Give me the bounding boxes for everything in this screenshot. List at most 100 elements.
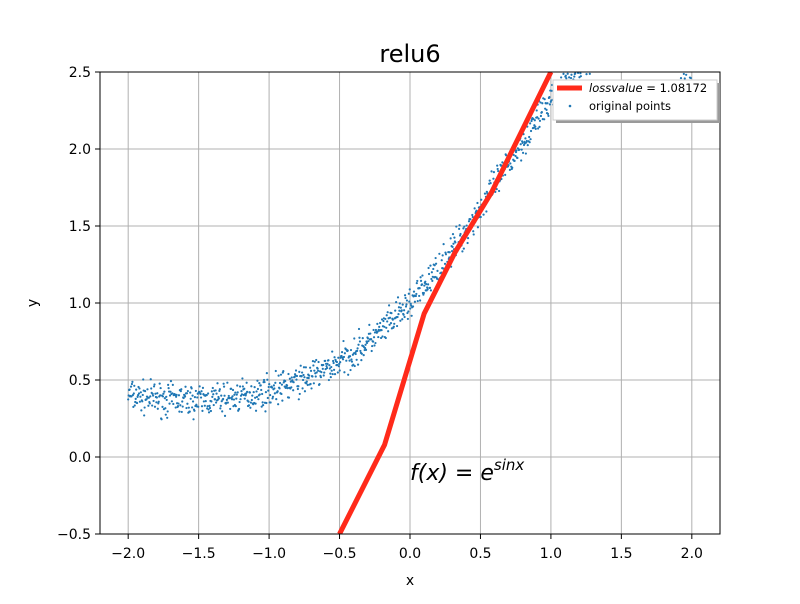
scatter-point	[159, 394, 162, 397]
scatter-point	[461, 250, 464, 253]
scatter-point	[322, 374, 325, 377]
scatter-point	[304, 366, 307, 369]
scatter-point	[598, 48, 600, 50]
scatter-point	[420, 283, 424, 286]
scatter-point	[488, 179, 491, 182]
scatter-point	[529, 122, 532, 125]
scatter-point	[385, 314, 388, 317]
scatter-point	[315, 371, 318, 374]
scatter-point	[265, 401, 268, 405]
scatter-point	[265, 372, 268, 375]
scatter-point	[655, 47, 657, 49]
scatter-point	[504, 173, 507, 176]
scatter-point	[373, 344, 376, 347]
y-axis-ticks: −0.5 0.0 0.5 1.0 1.5 2.0 2.5	[57, 65, 100, 543]
scatter-point	[302, 366, 306, 369]
scatter-point	[664, 52, 666, 54]
scatter-point	[324, 359, 327, 362]
legend-scatter-swatch	[568, 104, 572, 108]
scatter-point	[639, 33, 641, 35]
scatter-point	[485, 210, 488, 213]
scatter-point	[678, 67, 680, 69]
scatter-point	[384, 336, 387, 340]
scatter-point	[606, 56, 608, 58]
scatter-point	[587, 52, 589, 54]
scatter-point	[327, 378, 331, 382]
scatter-point	[170, 400, 173, 403]
scatter-point	[426, 286, 429, 289]
scatter-point	[350, 358, 353, 361]
scatter-point	[601, 36, 603, 38]
scatter-point	[643, 27, 645, 29]
scatter-point	[418, 287, 421, 290]
scatter-point	[297, 385, 300, 388]
formula-main: f(x) = e	[410, 461, 494, 486]
scatter-point	[280, 383, 283, 386]
scatter-point	[374, 341, 377, 345]
scatter-point	[441, 254, 444, 257]
scatter-point	[156, 392, 159, 395]
scatter-point	[243, 387, 246, 390]
scatter-point	[588, 60, 590, 62]
scatter-point	[369, 332, 372, 335]
scatter-point	[181, 400, 184, 403]
scatter-point	[327, 359, 330, 362]
scatter-point	[333, 373, 337, 376]
scatter-point	[329, 372, 332, 375]
scatter-point	[579, 75, 582, 78]
scatter-point	[386, 320, 389, 323]
scatter-point	[199, 396, 203, 399]
x-tick-label: 1.5	[610, 546, 632, 562]
scatter-point	[625, 52, 627, 54]
scatter-point	[331, 372, 334, 376]
scatter-point	[595, 49, 597, 51]
scatter-point	[347, 373, 350, 376]
scatter-point	[222, 382, 225, 385]
scatter-point	[403, 294, 407, 297]
scatter-point	[601, 48, 603, 50]
scatter-point	[647, 57, 649, 59]
scatter-point	[180, 410, 183, 414]
scatter-point	[163, 397, 166, 400]
scatter-point	[598, 40, 600, 42]
scatter-point	[345, 359, 348, 362]
scatter-point	[622, 42, 624, 44]
scatter-point	[588, 57, 590, 59]
scatter-point	[274, 381, 277, 384]
scatter-point	[642, 43, 644, 45]
scatter-point	[333, 356, 336, 359]
scatter-point	[132, 392, 135, 395]
scatter-point	[406, 317, 409, 321]
scatter-point	[399, 306, 402, 309]
scatter-point	[659, 44, 661, 46]
scatter-point	[480, 198, 483, 201]
scatter-point	[200, 405, 204, 408]
scatter-point	[358, 340, 362, 343]
scatter-point	[584, 67, 586, 69]
scatter-point	[604, 42, 606, 44]
scatter-point	[193, 396, 197, 399]
scatter-point	[238, 400, 241, 404]
scatter-point	[346, 349, 349, 352]
scatter-point	[376, 322, 379, 325]
scatter-point	[658, 49, 660, 51]
scatter-point	[652, 36, 654, 38]
scatter-point	[176, 405, 180, 408]
scatter-point	[264, 410, 267, 413]
loss-line	[337, 72, 554, 534]
scatter-point	[280, 392, 283, 396]
scatter-point	[505, 154, 508, 157]
scatter-point	[165, 398, 168, 402]
scatter-point	[260, 405, 263, 408]
scatter-point	[164, 413, 167, 416]
scatter-point	[538, 119, 542, 122]
scatter-point	[670, 49, 672, 51]
scatter-point	[241, 377, 244, 380]
scatter-point	[459, 232, 462, 236]
scatter-point	[673, 65, 675, 67]
scatter-point	[669, 53, 671, 55]
scatter-point	[235, 397, 238, 400]
scatter-point	[391, 318, 394, 321]
scatter-point	[249, 406, 252, 409]
